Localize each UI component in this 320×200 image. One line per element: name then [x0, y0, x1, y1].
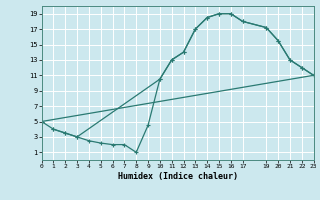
X-axis label: Humidex (Indice chaleur): Humidex (Indice chaleur)	[118, 172, 237, 181]
